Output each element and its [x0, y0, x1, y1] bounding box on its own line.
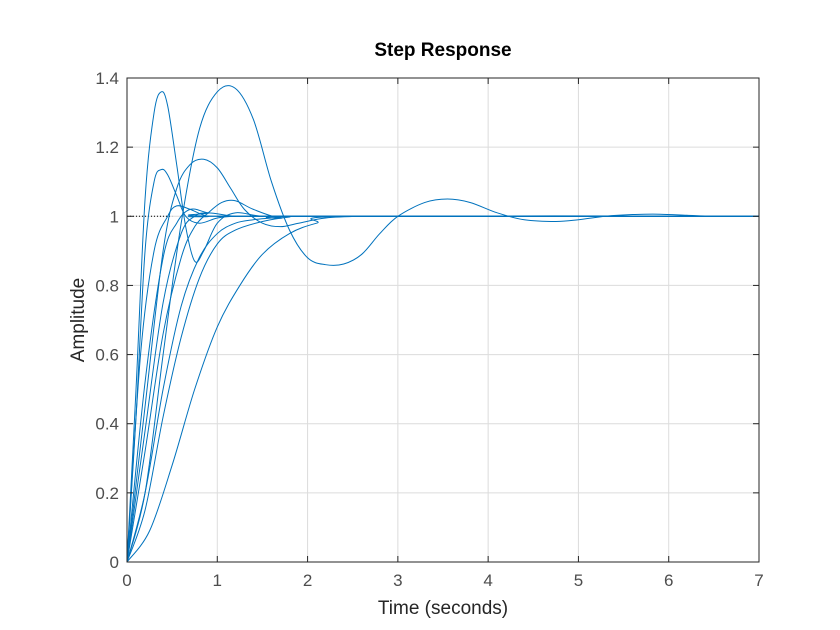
y-tick-label: 0.2 [95, 484, 119, 503]
x-tick-label: 0 [122, 571, 131, 590]
x-tick-label: 6 [664, 571, 673, 590]
x-tick-label: 1 [213, 571, 222, 590]
y-tick-label: 0.4 [95, 415, 119, 434]
x-tick-label: 4 [483, 571, 492, 590]
series-line-10 [126, 215, 760, 563]
y-tick-label: 0.8 [95, 276, 119, 295]
x-tick-label: 7 [754, 571, 763, 590]
y-tick-label: 0 [110, 553, 119, 572]
series-line-11 [126, 85, 760, 563]
x-tick-label: 2 [303, 571, 312, 590]
y-tick-label: 1 [110, 207, 119, 226]
x-tick-labels: 0 1 2 3 4 5 6 7 [122, 571, 763, 590]
x-axis-label: Time (seconds) [378, 598, 508, 619]
y-axis-label: Amplitude [68, 278, 89, 363]
tick-marks [126, 77, 760, 563]
series-group [126, 85, 760, 563]
chart-title: Step Response [374, 40, 511, 61]
y-tick-labels: 0 0.2 0.4 0.6 0.8 1 1.2 1.4 [95, 69, 119, 572]
x-tick-label: 5 [574, 571, 583, 590]
x-tick-label: 3 [393, 571, 402, 590]
y-tick-label: 1.4 [95, 69, 119, 88]
y-tick-label: 1.2 [95, 138, 119, 157]
axes-box [126, 77, 760, 563]
y-tick-label: 0.6 [95, 346, 119, 365]
